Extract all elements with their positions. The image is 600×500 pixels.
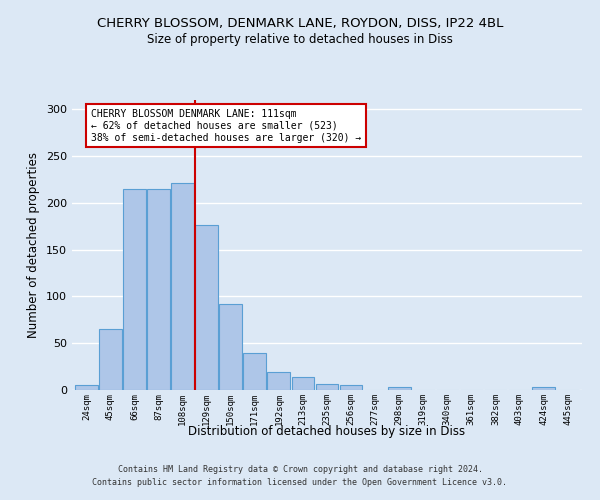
Text: Contains HM Land Registry data © Crown copyright and database right 2024.: Contains HM Land Registry data © Crown c… [118,466,482,474]
Bar [123,189,146,390]
Bar [292,377,314,390]
Bar [99,329,122,390]
Bar [195,226,218,390]
Text: Distribution of detached houses by size in Diss: Distribution of detached houses by size … [188,425,466,438]
Bar [220,304,242,390]
Text: Size of property relative to detached houses in Diss: Size of property relative to detached ho… [147,32,453,46]
Bar [268,372,290,390]
Bar [75,386,98,390]
Y-axis label: Number of detached properties: Number of detached properties [28,152,40,338]
Bar [388,387,410,390]
Text: Contains public sector information licensed under the Open Government Licence v3: Contains public sector information licen… [92,478,508,487]
Bar [340,386,362,390]
Text: CHERRY BLOSSOM, DENMARK LANE, ROYDON, DISS, IP22 4BL: CHERRY BLOSSOM, DENMARK LANE, ROYDON, DI… [97,18,503,30]
Bar [171,184,194,390]
Bar [532,387,555,390]
Text: CHERRY BLOSSOM DENMARK LANE: 111sqm
← 62% of detached houses are smaller (523)
3: CHERRY BLOSSOM DENMARK LANE: 111sqm ← 62… [91,110,361,142]
Bar [147,189,170,390]
Bar [316,384,338,390]
Bar [244,352,266,390]
